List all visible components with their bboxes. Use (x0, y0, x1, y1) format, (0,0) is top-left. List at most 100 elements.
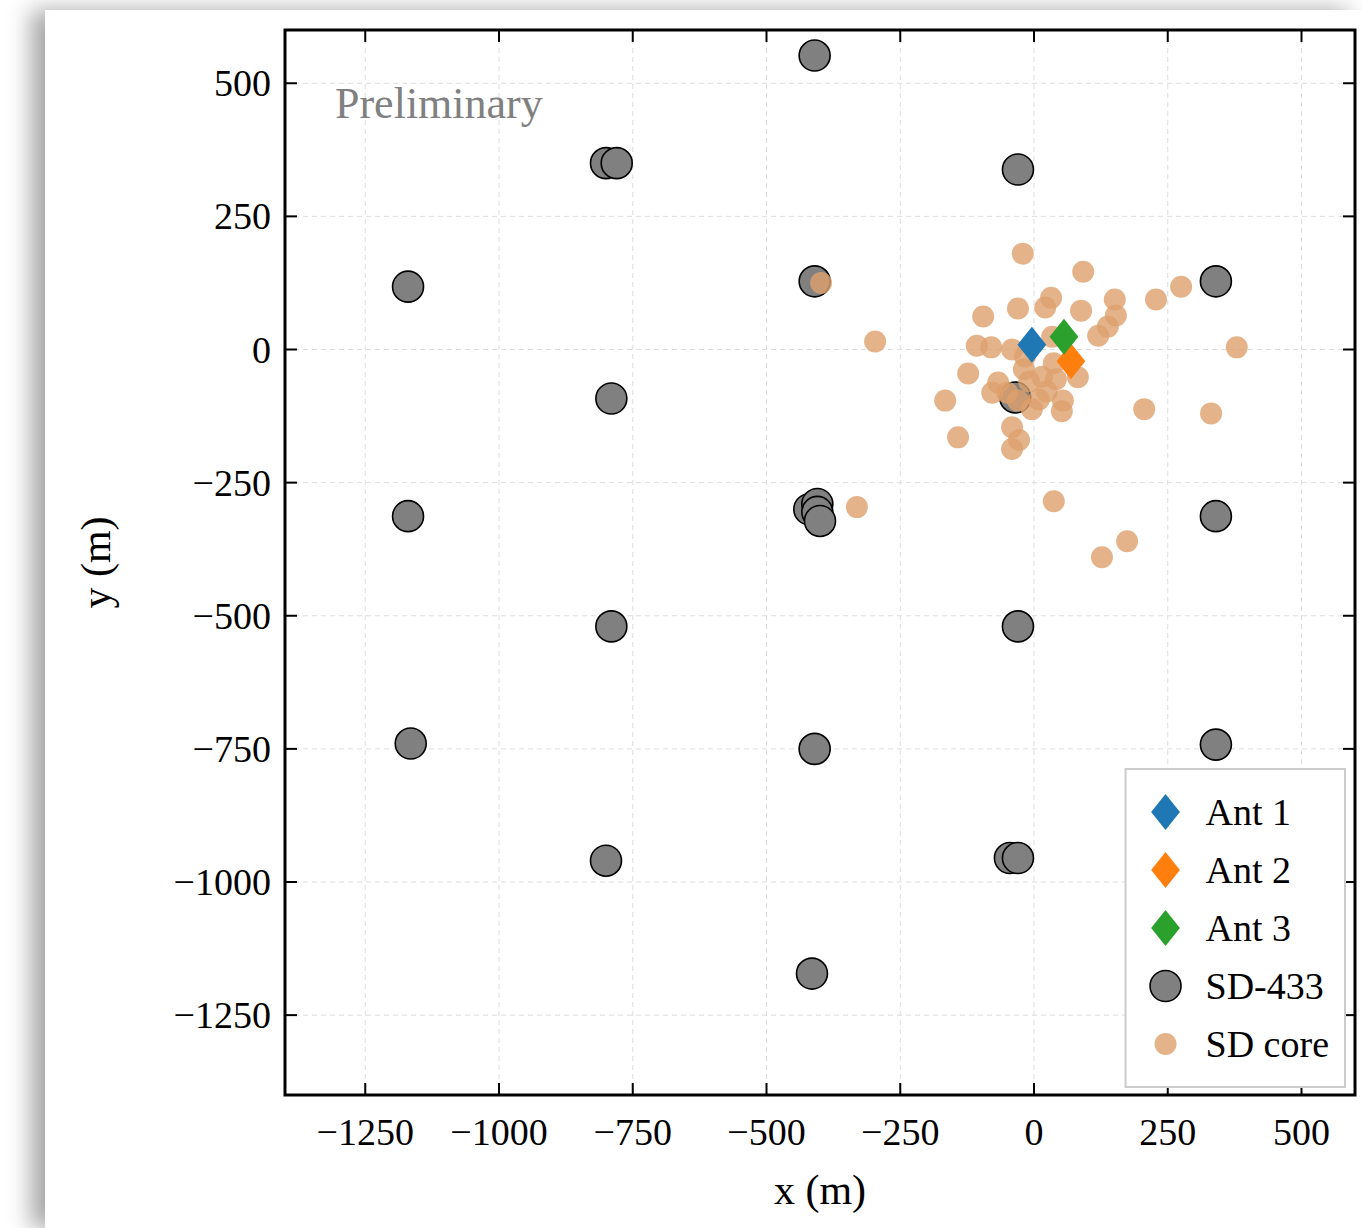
point (1070, 300, 1092, 322)
tick-label: 0 (252, 329, 271, 371)
tick (285, 349, 297, 351)
x-axis-title: x (m) (774, 1167, 866, 1214)
legend-marker (1151, 794, 1180, 830)
tick (1343, 615, 1355, 617)
tick-label: −500 (727, 1111, 805, 1153)
y-axis-title: y (m) (73, 516, 120, 608)
grid-line (285, 482, 1355, 483)
tick-label: 500 (214, 62, 271, 104)
series (810, 243, 1248, 569)
point (1007, 297, 1029, 319)
point (796, 958, 827, 989)
tick (364, 30, 366, 42)
grid (285, 30, 1355, 1095)
tick-label: 250 (1139, 1111, 1196, 1153)
point (947, 426, 969, 448)
grid-line (285, 615, 1355, 616)
grid-line (365, 30, 366, 1095)
tick (498, 30, 500, 42)
point (1200, 266, 1231, 297)
grid-line (766, 30, 767, 1095)
legend-marker (1151, 852, 1180, 888)
tick (1343, 748, 1355, 750)
point (1017, 327, 1046, 363)
legend-marker (1155, 1033, 1177, 1055)
tick (1343, 349, 1355, 351)
tick (285, 615, 297, 617)
tick-label: −250 (861, 1111, 939, 1153)
legend-label: Ant 3 (1206, 907, 1292, 949)
tick (632, 1083, 634, 1095)
tick-label: −1250 (174, 994, 271, 1036)
tick (285, 215, 297, 217)
point (810, 272, 832, 294)
point (846, 496, 868, 518)
grid-line (632, 30, 633, 1095)
point (1021, 398, 1043, 420)
legend-label: SD-433 (1206, 965, 1324, 1007)
frame (285, 30, 1355, 1095)
tick (285, 482, 297, 484)
legend-marker (1150, 971, 1181, 1002)
point (1012, 243, 1034, 265)
point (1170, 276, 1192, 298)
tick-label: −750 (193, 728, 271, 770)
tick-label: −250 (193, 462, 271, 504)
legend-label: SD core (1206, 1023, 1329, 1065)
legend-box (1126, 769, 1345, 1087)
legend-marker (1151, 910, 1180, 946)
point (1200, 402, 1222, 424)
point (864, 331, 886, 353)
tick (632, 30, 634, 42)
tick-label: 250 (214, 195, 271, 237)
tick (285, 748, 297, 750)
tick (285, 881, 297, 883)
point (799, 40, 830, 71)
grid-line (900, 30, 901, 1095)
point (957, 362, 979, 384)
tick (285, 1014, 297, 1016)
tick (766, 30, 768, 42)
grid-line (499, 30, 500, 1095)
point (1200, 729, 1231, 760)
series (1017, 327, 1046, 363)
grid-line (1034, 30, 1035, 1095)
marks (393, 40, 1248, 989)
point (805, 505, 836, 536)
point (1002, 611, 1033, 642)
tick (766, 1083, 768, 1095)
grid-line (285, 349, 1355, 350)
tick (1033, 1083, 1035, 1095)
point (393, 271, 424, 302)
point (1133, 398, 1155, 420)
tick (1301, 30, 1303, 42)
point (596, 611, 627, 642)
tick-label: −1000 (450, 1111, 547, 1153)
point (1002, 154, 1033, 185)
grid-line (285, 216, 1355, 217)
point (1002, 843, 1033, 874)
chart: −1250 −1000 −750 −500 −250 0 250 500 −1250 −1000 −… (0, 0, 1362, 1228)
point (1072, 261, 1094, 283)
point (799, 733, 830, 764)
point (972, 305, 994, 327)
point (1226, 336, 1248, 358)
tick-label: −1250 (317, 1111, 414, 1153)
tick-label: −1000 (174, 861, 271, 903)
point (1087, 325, 1109, 347)
tick (899, 30, 901, 42)
tick (899, 1083, 901, 1095)
point (1145, 288, 1167, 310)
point (1200, 501, 1231, 532)
point (591, 845, 622, 876)
tick (1033, 30, 1035, 42)
point (1051, 400, 1073, 422)
tick-label: −500 (193, 595, 271, 637)
tick-label: −750 (594, 1111, 672, 1153)
axes: −1250 −1000 −750 −500 −250 0 250 500 −1250 −1000 −… (174, 30, 1355, 1153)
point (1116, 530, 1138, 552)
tick (1343, 482, 1355, 484)
point (1036, 381, 1058, 403)
tick (1343, 82, 1355, 84)
tick (364, 1083, 366, 1095)
